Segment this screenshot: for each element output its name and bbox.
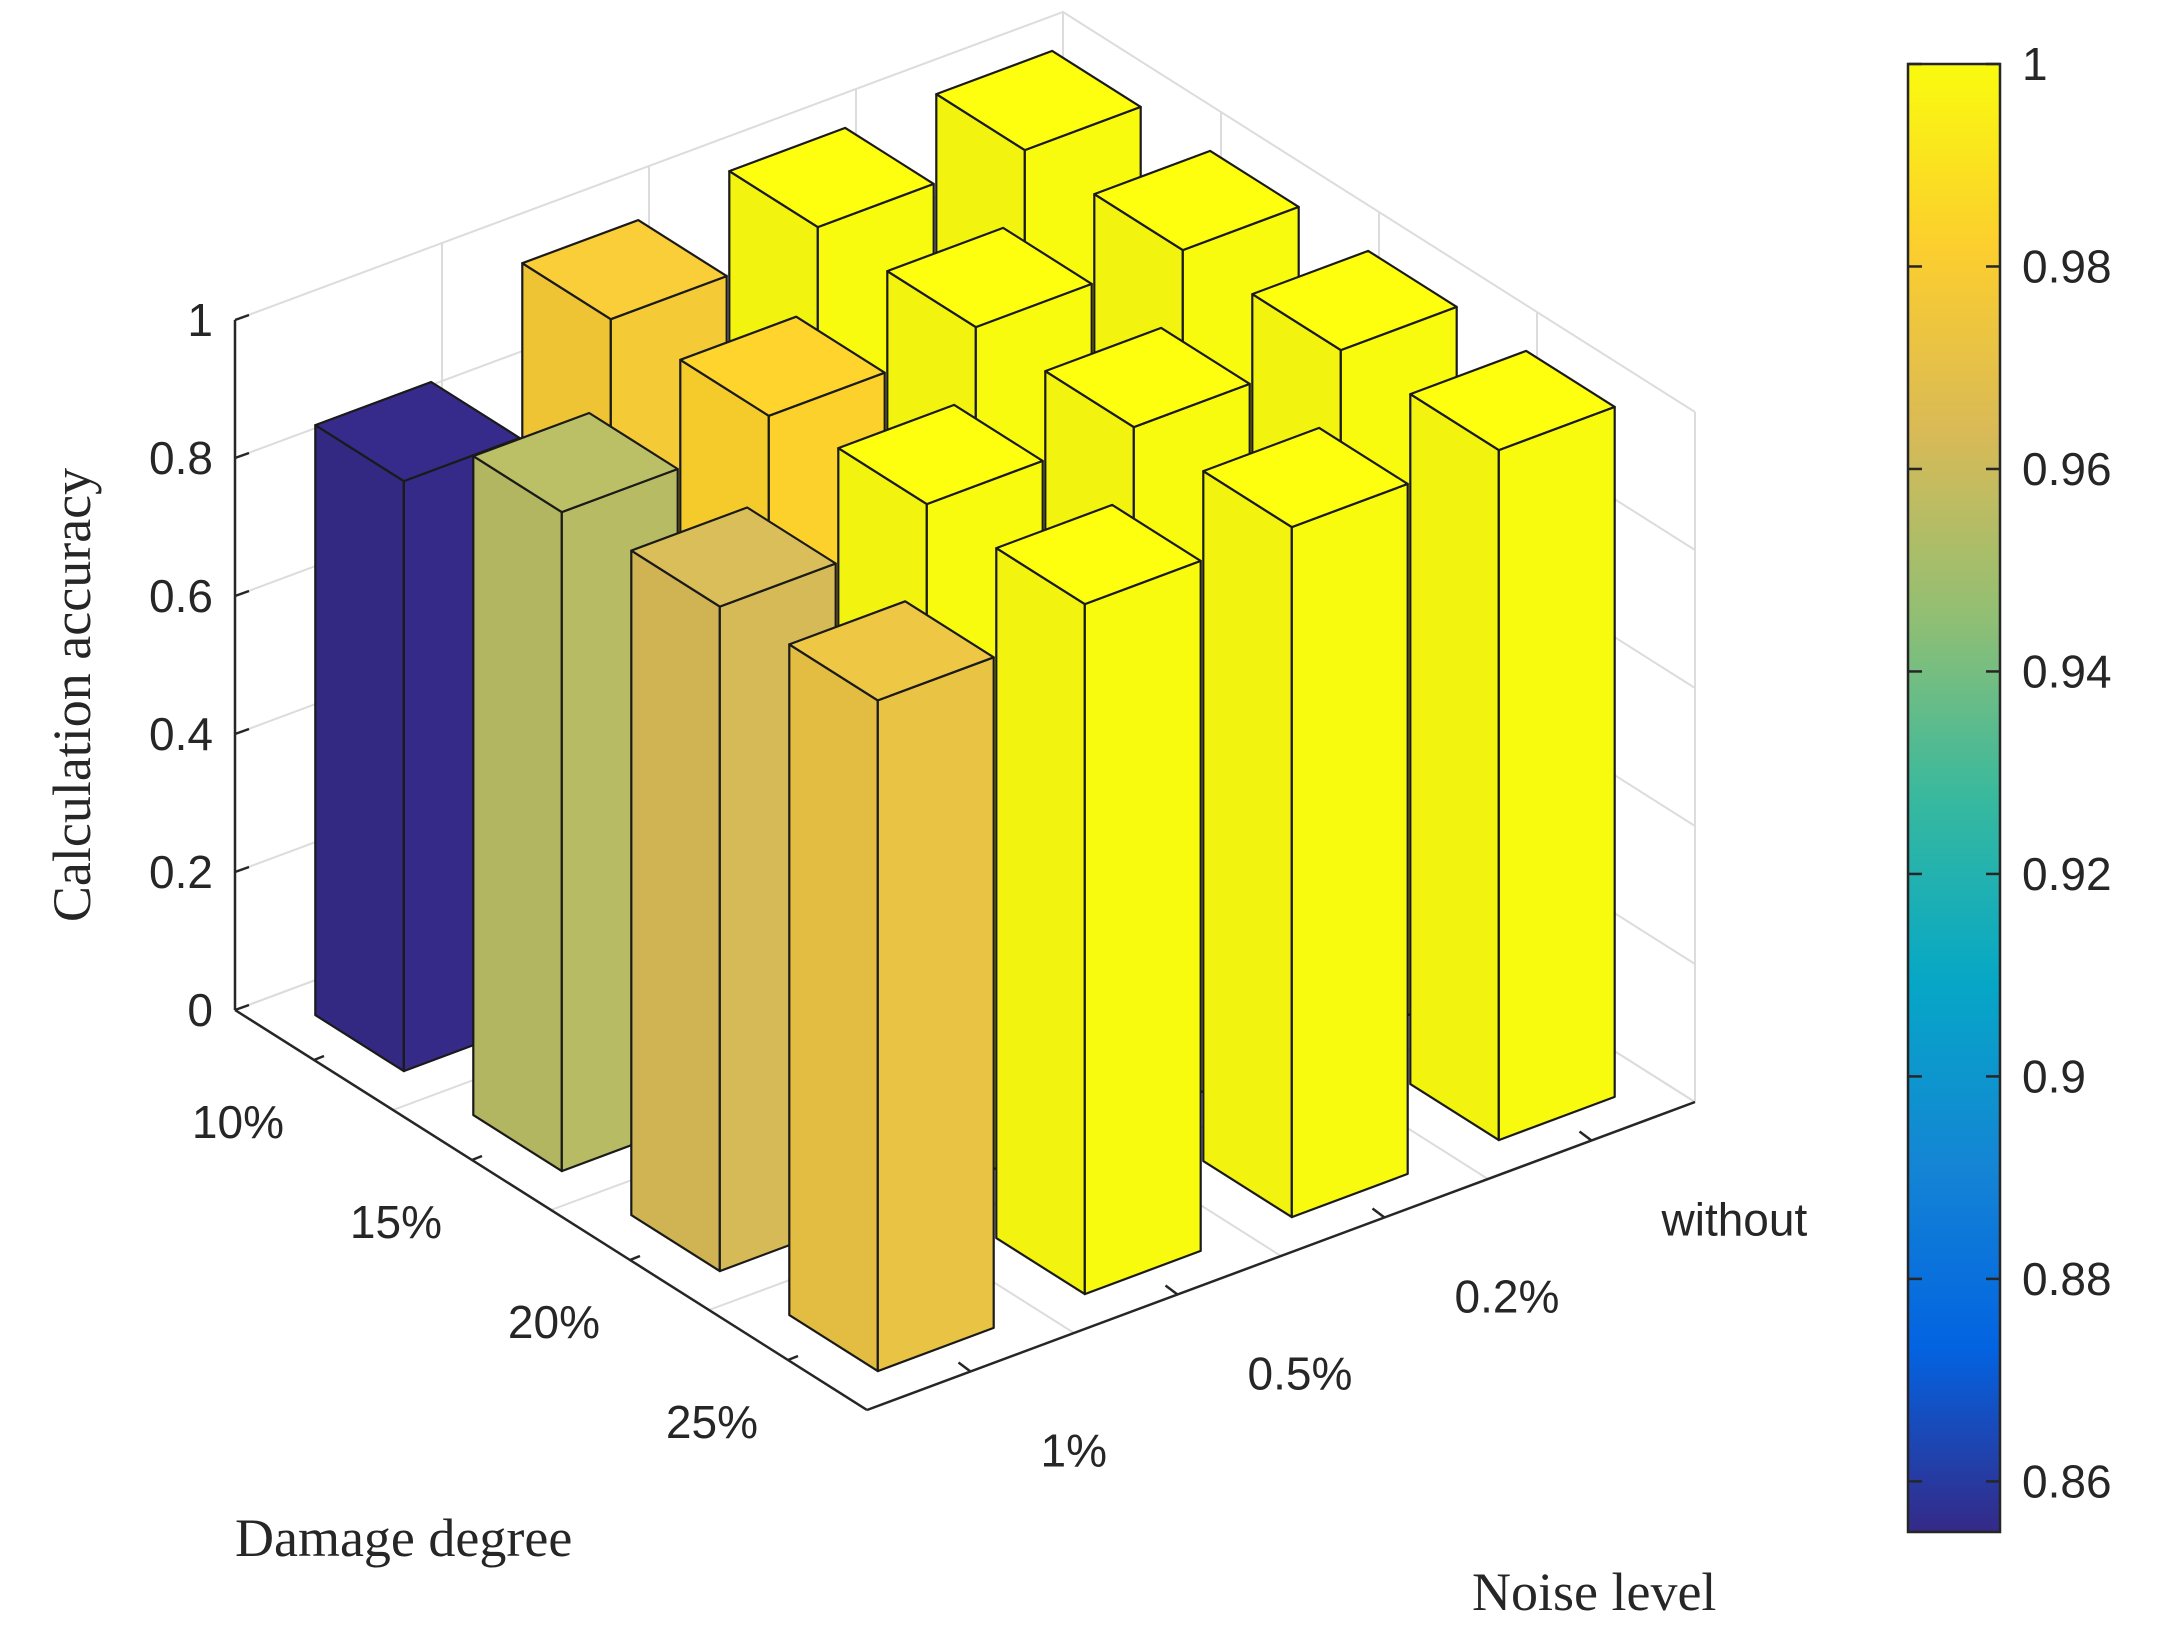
bar — [1202, 426, 1409, 1219]
bar-face-top — [788, 600, 995, 702]
colorbar-tick-label: 0.88 — [2022, 1253, 2112, 1305]
y-tick — [1371, 1207, 1386, 1219]
y-tick-label: 0.2% — [1455, 1271, 1560, 1323]
bar-face-top — [1093, 149, 1300, 252]
colorbar-tick-label: 0.9 — [2022, 1050, 2086, 1102]
bar-face-left — [472, 455, 563, 1173]
bar — [995, 503, 1202, 1296]
z-tick — [234, 727, 250, 736]
z-tick-label: 0.2 — [149, 846, 213, 898]
z-tick-label: 0.6 — [149, 570, 213, 622]
colorbar-tick-label: 0.86 — [2022, 1455, 2112, 1507]
y-axis-title: Noise level — [1472, 1562, 1716, 1622]
bar-face-top — [935, 49, 1142, 152]
bar-face-top — [1409, 349, 1616, 452]
x-tick — [787, 1354, 799, 1362]
bar — [788, 600, 995, 1373]
z-tick — [234, 1003, 250, 1012]
bar-face-left — [630, 549, 721, 1273]
bar-face-top — [521, 219, 728, 321]
y-tick-label: without — [1661, 1194, 1808, 1246]
z-tick — [234, 589, 250, 598]
bar-face-top — [728, 126, 935, 229]
bar-face-left — [1409, 393, 1500, 1142]
x-tick — [629, 1254, 641, 1262]
y-tick — [1164, 1284, 1179, 1296]
labels-layer: 0 0.2 0.4 0.6 0.8 1 10% 15% 20% 25% 1% 0.5% 0.2% with… — [42, 294, 1807, 1622]
bar-face-top — [472, 411, 679, 514]
z-tick-label: 0.4 — [149, 708, 213, 760]
bars-layer — [314, 49, 1616, 1373]
bar-face-right — [1290, 482, 1409, 1219]
x-tick-label: 10% — [192, 1096, 284, 1148]
x-axis-line — [234, 1008, 868, 1412]
bar-face-top — [886, 226, 1093, 329]
x-tick-label: 25% — [666, 1396, 758, 1448]
colorbar-tick-label: 0.94 — [2022, 645, 2112, 697]
x-tick — [471, 1154, 483, 1162]
colorbar-tick-label: 0.96 — [2022, 443, 2112, 495]
colorbar-gradient — [1906, 62, 2002, 1534]
bar-face-right — [1083, 559, 1202, 1296]
bar-face-top — [837, 403, 1044, 506]
y-tick — [957, 1361, 972, 1373]
x-tick-label: 20% — [508, 1296, 600, 1348]
bar-face-left — [314, 424, 405, 1073]
z-tick — [234, 451, 250, 460]
y-tick-label: 1% — [1041, 1425, 1107, 1477]
bar — [1409, 349, 1616, 1142]
bar-face-top — [1251, 249, 1458, 352]
x-tick-label: 15% — [350, 1196, 442, 1248]
bar-face-top — [679, 315, 886, 417]
y-axis-line — [866, 1100, 1696, 1412]
y-tick-label: 0.5% — [1248, 1348, 1353, 1400]
bar-face-right — [876, 656, 995, 1373]
bar-face-left — [788, 643, 879, 1373]
bar-face-top — [1202, 426, 1409, 529]
bar-face-top — [995, 503, 1202, 606]
x-tick — [313, 1054, 325, 1062]
bar-face-left — [995, 546, 1086, 1296]
colorbar-tick-label: 1 — [2022, 38, 2048, 90]
colorbar-tick-label: 0.98 — [2022, 240, 2112, 292]
y-tick — [1578, 1130, 1593, 1142]
bar-face-top — [630, 506, 837, 608]
bar-face-right — [1497, 405, 1616, 1142]
colorbar-tick-label: 0.92 — [2022, 848, 2112, 900]
bar-face-top — [1044, 326, 1251, 429]
z-tick — [234, 313, 250, 322]
z-tick-label: 0 — [187, 984, 213, 1036]
z-tick — [234, 865, 250, 874]
z-tick-label: 1 — [187, 294, 213, 346]
z-tick-label: 0.8 — [149, 432, 213, 484]
z-axis-title: Calculation accuracy — [42, 468, 102, 922]
bar-face-left — [1202, 470, 1293, 1219]
colorbar: 0.86 0.88 0.9 0.92 0.94 0.96 0.98 1 — [1906, 38, 2112, 1534]
x-axis-title: Damage degree — [235, 1508, 572, 1568]
